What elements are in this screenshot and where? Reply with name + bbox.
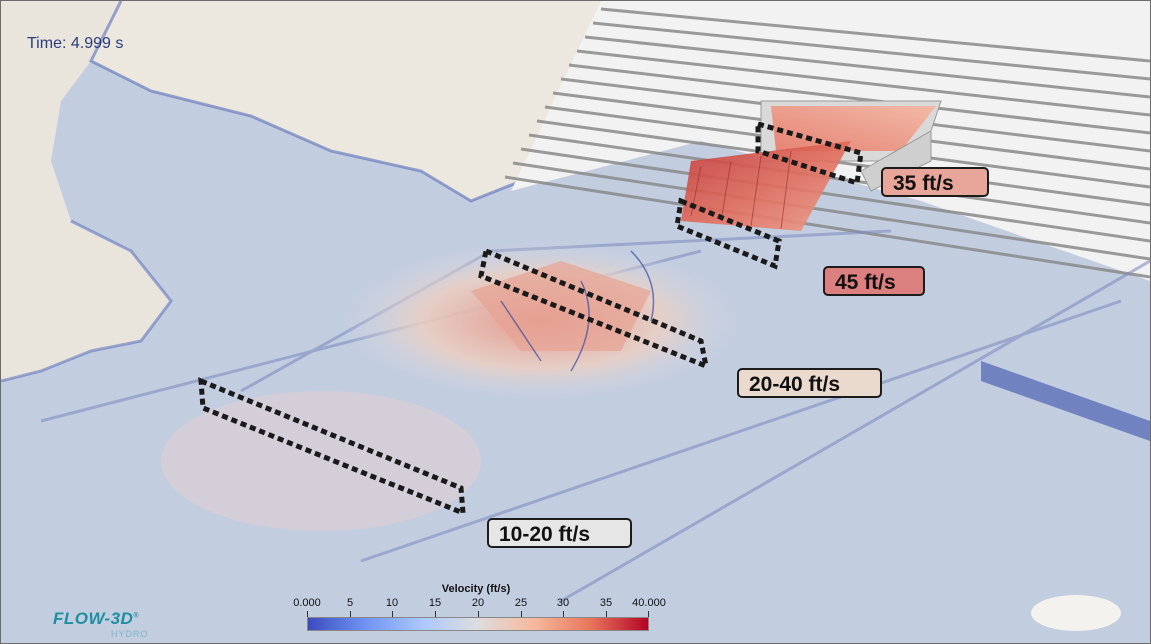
colorbar-tickmark — [435, 611, 436, 617]
logo-mark: ® — [133, 612, 139, 620]
left-bank — [1, 1, 171, 381]
colorbar-gradient — [307, 617, 649, 631]
downstream-zone — [161, 391, 481, 531]
colorbar-tick: 15 — [428, 597, 442, 609]
colorbar-tickmark — [307, 611, 308, 617]
left-bank-edge — [1, 219, 173, 383]
colorbar-tick: 20 — [471, 597, 485, 609]
velocity-colorbar: Velocity (ft/s) 0.000 5 10 15 20 25 30 3… — [261, 583, 691, 639]
upper-bank — [91, 1, 631, 201]
colorbar-tick: 35 — [599, 597, 613, 609]
colorbar-tickmark — [563, 611, 564, 617]
colorbar-tick: 25 — [514, 597, 528, 609]
zone-45-outline — [674, 197, 782, 270]
zone-35-outline — [755, 120, 864, 187]
boulder — [1031, 595, 1121, 631]
logo-subtitle: HYDRO — [111, 629, 149, 639]
callout-20-40-fts: 20-40 ft/s — [737, 368, 882, 398]
colorbar-tickmark — [392, 611, 393, 617]
colorbar-tickmark — [521, 611, 522, 617]
callout-45-fts: 45 ft/s — [823, 266, 925, 296]
colorbar-title: Velocity (ft/s) — [441, 583, 511, 595]
flow3d-logo: FLOW-3D® — [53, 609, 139, 629]
callout-35-fts: 35 ft/s — [881, 167, 989, 197]
colorbar-tickmark — [478, 611, 479, 617]
basin-right-wall — [981, 361, 1150, 441]
bank-edge — [88, 1, 522, 203]
colorbar-tick: 5 — [346, 597, 354, 609]
time-readout: Time: 4.999 s — [27, 35, 124, 52]
zone-1020-outline — [198, 377, 466, 517]
colorbar-tick: 10 — [385, 597, 399, 609]
colorbar-tickmark — [606, 611, 607, 617]
colorbar-tick: 40.000 — [632, 597, 666, 609]
colorbar-tick: 0.000 — [293, 597, 321, 609]
callout-10-20-fts: 10-20 ft/s — [487, 518, 632, 548]
intake-chute — [760, 100, 942, 192]
zone-2040-outline — [478, 247, 710, 371]
logo-name: FLOW-3D — [53, 609, 134, 628]
colorbar-tickmark — [350, 611, 351, 617]
colorbar-tickmark — [648, 611, 649, 617]
colorbar-tick: 30 — [556, 597, 570, 609]
